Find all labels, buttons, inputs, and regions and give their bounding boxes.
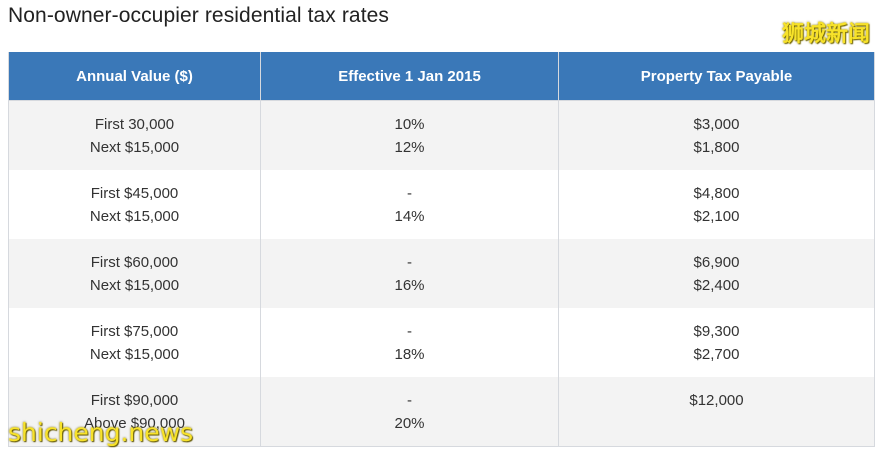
rate-line: 10%	[394, 115, 425, 133]
tax-payable-line: $2,700	[693, 345, 740, 363]
annual-value-line: First 30,000	[94, 115, 175, 133]
table-row: First $75,000 Next $15,000 - 18% $9,300 …	[8, 308, 875, 377]
annual-value-cell: First $75,000 Next $15,000	[8, 308, 261, 377]
rate-cell: 10% 12%	[260, 100, 559, 170]
annual-value-line: Next $15,000	[89, 276, 180, 294]
table-row: First $60,000 Next $15,000 - 16% $6,900 …	[8, 239, 875, 308]
rate-line: -	[407, 253, 412, 271]
rate-line: -	[407, 184, 412, 202]
annual-value-line: First $75,000	[90, 322, 179, 340]
rate-line: 16%	[394, 276, 425, 294]
table-header-row: Annual Value ($) Effective 1 Jan 2015 Pr…	[8, 52, 875, 101]
tax-payable-cell: $9,300 $2,700	[558, 308, 875, 377]
annual-value-cell: First $90,000 Above $90,000	[8, 377, 261, 447]
watermark-site-url: shicheng.news	[8, 418, 194, 447]
tax-payable-line: $9,300	[693, 322, 740, 340]
tax-payable-cell: $12,000	[558, 377, 875, 447]
annual-value-line: Next $15,000	[89, 138, 180, 156]
annual-value-line: Above $90,000	[84, 414, 185, 432]
annual-value-line: Next $15,000	[89, 345, 180, 363]
tax-rates-table: Annual Value ($) Effective 1 Jan 2015 Pr…	[8, 52, 875, 447]
tax-payable-line: $12,000	[689, 391, 744, 409]
annual-value-cell: First $60,000 Next $15,000	[8, 239, 261, 308]
tax-payable-line: $1,800	[693, 138, 740, 156]
page-title: Non-owner-occupier residential tax rates	[8, 4, 390, 27]
tax-payable-line: $4,800	[693, 184, 740, 202]
tax-payable-line: $2,400	[693, 276, 740, 294]
rate-line: 14%	[394, 207, 425, 225]
table-row: First 30,000 Next $15,000 10% 12% $3,000…	[8, 100, 875, 170]
tax-payable-line: $2,100	[693, 207, 740, 225]
tax-payable-line: $6,900	[693, 253, 740, 271]
header-annual-value: Annual Value ($)	[8, 52, 261, 101]
tax-payable-cell: $6,900 $2,400	[558, 239, 875, 308]
annual-value-cell: First 30,000 Next $15,000	[8, 100, 261, 170]
tax-payable-cell: $3,000 $1,800	[558, 100, 875, 170]
tax-payable-cell: $4,800 $2,100	[558, 170, 875, 239]
annual-value-line: First $60,000	[90, 253, 179, 271]
tax-payable-line	[559, 412, 874, 435]
rate-cell: - 20%	[260, 377, 559, 447]
annual-value-cell: First $45,000 Next $15,000	[8, 170, 261, 239]
rate-line: 12%	[394, 138, 425, 156]
rate-cell: - 14%	[260, 170, 559, 239]
table-row: First $90,000 Above $90,000 - 20% $12,00…	[8, 377, 875, 447]
tax-payable-line: $3,000	[693, 115, 740, 133]
rate-line: 18%	[394, 345, 425, 363]
rate-cell: - 16%	[260, 239, 559, 308]
rate-line: -	[407, 322, 412, 340]
rate-line: 20%	[394, 414, 425, 432]
header-tax-payable: Property Tax Payable	[558, 52, 875, 101]
header-effective-date: Effective 1 Jan 2015	[260, 52, 559, 101]
annual-value-line: First $45,000	[90, 184, 179, 202]
watermark-logo-chinese: 狮城新闻	[781, 22, 870, 47]
annual-value-line: Next $15,000	[89, 207, 180, 225]
rate-line: -	[407, 391, 412, 409]
rate-cell: - 18%	[260, 308, 559, 377]
annual-value-line: First $90,000	[90, 391, 179, 409]
table-row: First $45,000 Next $15,000 - 14% $4,800 …	[8, 170, 875, 239]
